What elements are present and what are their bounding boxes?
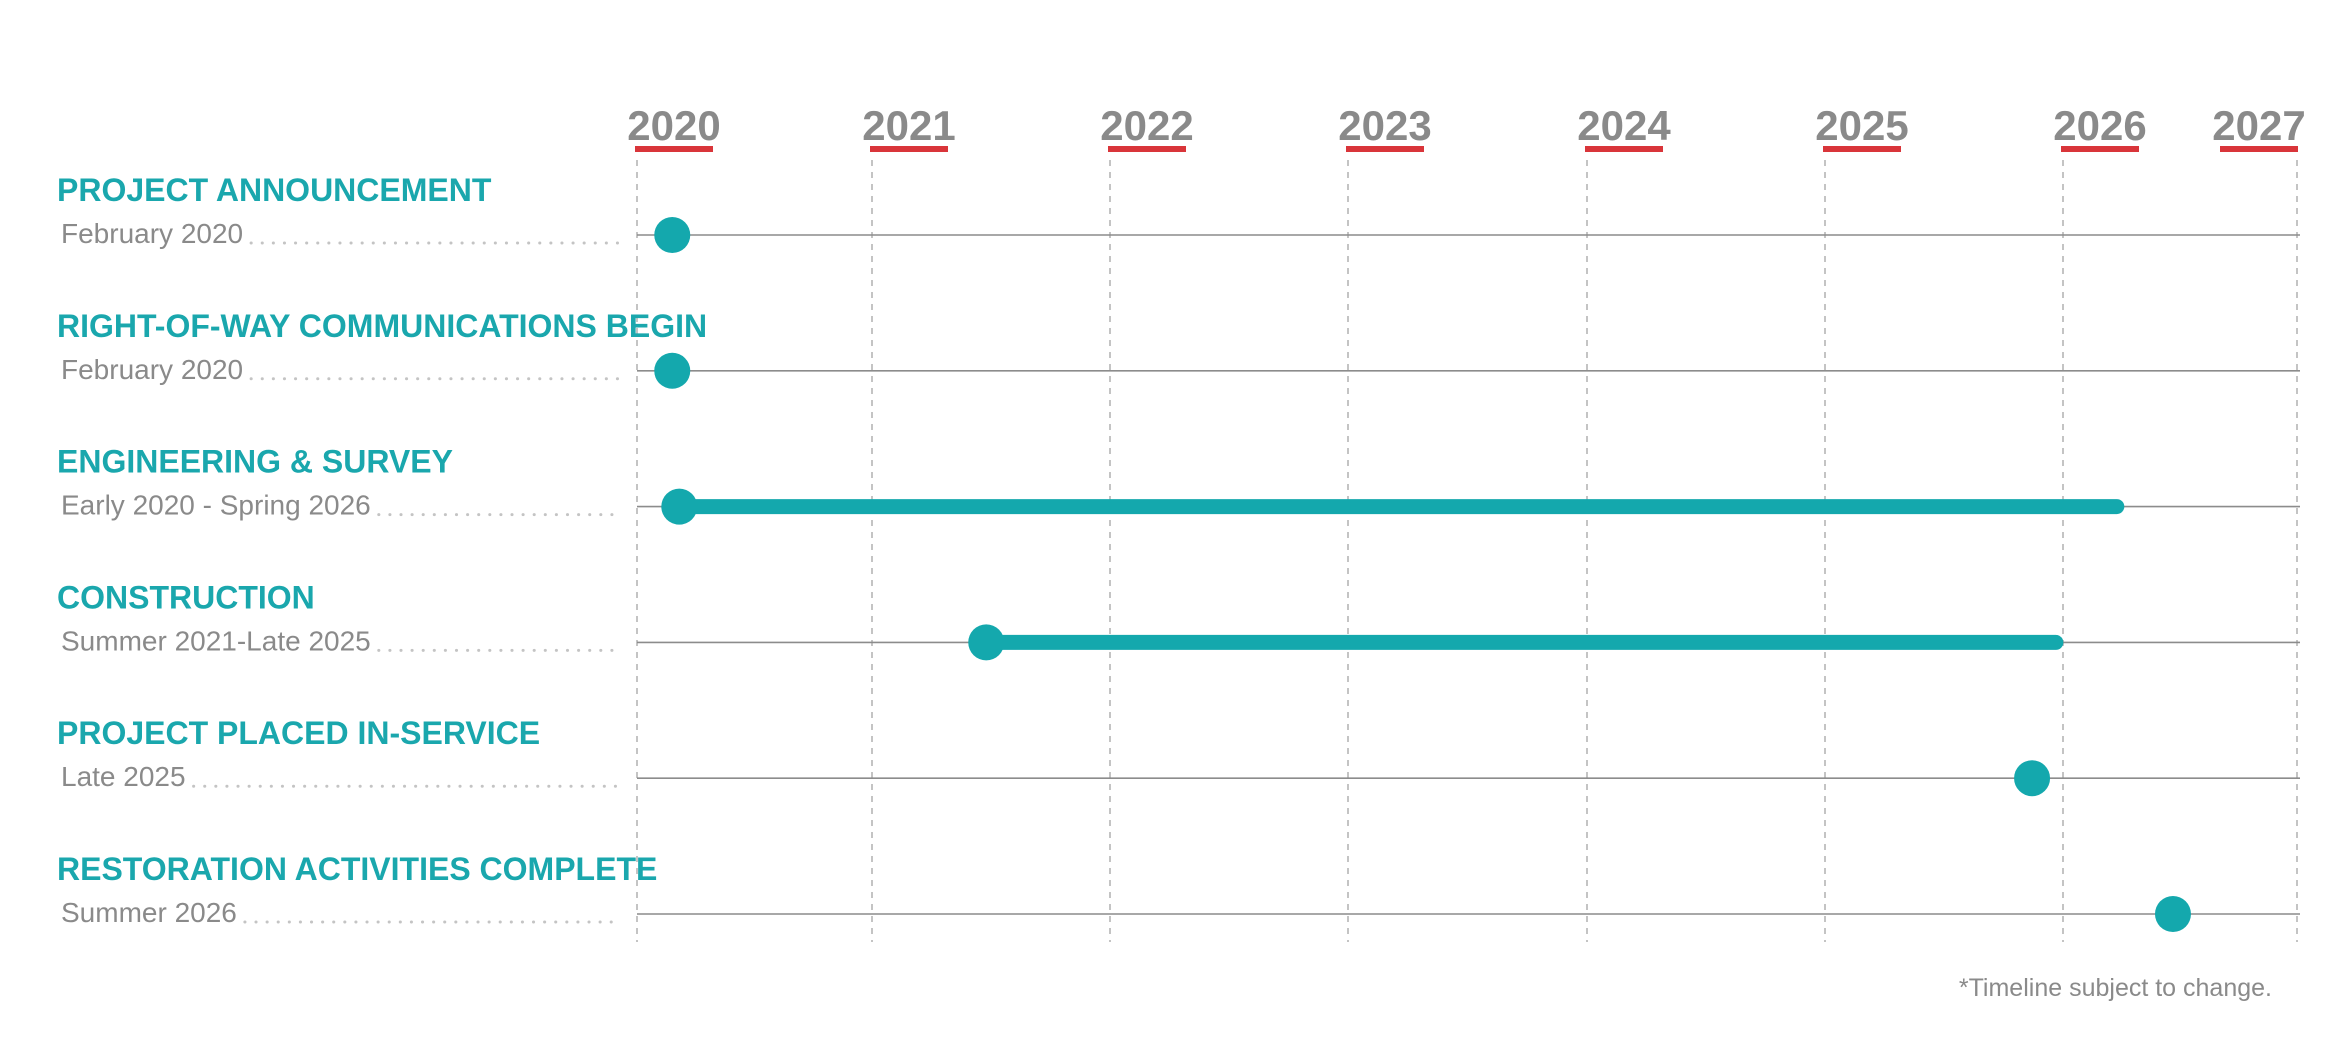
timeline-row: ENGINEERING & SURVEY Early 2020 - Spring … — [57, 444, 2300, 525]
milestone-marker — [661, 488, 698, 525]
x-axis: 2020 2021 2022 2023 2024 2025 2026 2027 — [627, 102, 2306, 152]
timeline-row: RESTORATION ACTIVITIES COMPLETE Summer 20… — [57, 851, 2300, 932]
year-tick-label: 2026 — [2053, 102, 2146, 149]
year-underline — [1585, 146, 1663, 152]
task-date: February 2020 — [61, 218, 243, 249]
year-underline — [2220, 146, 2298, 152]
milestone-marker — [2154, 896, 2191, 932]
milestone-marker — [2014, 760, 2051, 797]
task-date: Early 2020 - Spring 2026 — [61, 490, 371, 521]
year-tick-label: 2021 — [862, 102, 955, 149]
year-tick-label: 2024 — [1577, 102, 1671, 149]
task-title: RIGHT-OF-WAY COMMUNICATIONS BEGIN — [57, 308, 707, 344]
milestone-marker — [654, 217, 691, 253]
task-date: Late 2025 — [61, 761, 186, 792]
year-tick-label: 2022 — [1100, 102, 1193, 149]
milestone-marker — [654, 352, 691, 389]
year-underline — [1108, 146, 1186, 152]
year-underline — [870, 146, 948, 152]
task-date: February 2020 — [61, 354, 243, 385]
timeline-row: CONSTRUCTION Summer 2021-Late 2025 — [57, 579, 2300, 661]
timeline-row: PROJECT ANNOUNCEMENT February 2020 — [57, 172, 2300, 253]
task-title: CONSTRUCTION — [57, 579, 315, 615]
task-date: Summer 2026 — [61, 897, 237, 928]
year-tick-label: 2027 — [2212, 102, 2305, 149]
task-title: PROJECT PLACED IN-SERVICE — [57, 715, 540, 751]
year-underline — [2061, 146, 2139, 152]
task-title: RESTORATION ACTIVITIES COMPLETE — [57, 851, 657, 887]
timeline-row: RIGHT-OF-WAY COMMUNICATIONS BEGIN Februar… — [57, 308, 2300, 389]
year-underline — [1346, 146, 1424, 152]
year-underline — [1823, 146, 1901, 152]
task-title: ENGINEERING & SURVEY — [57, 444, 453, 480]
timeline-row: PROJECT PLACED IN-SERVICE Late 2025 — [57, 715, 2300, 797]
year-tick-label: 2020 — [627, 102, 720, 149]
year-underline — [635, 146, 713, 152]
year-tick-label: 2025 — [1815, 102, 1908, 149]
task-title: PROJECT ANNOUNCEMENT — [57, 172, 492, 208]
year-tick-label: 2023 — [1338, 102, 1431, 149]
task-date: Summer 2021-Late 2025 — [61, 625, 371, 656]
milestone-marker — [968, 624, 1005, 661]
footnote: *Timeline subject to change. — [1959, 974, 2272, 1002]
grid-layer — [636, 160, 2298, 942]
